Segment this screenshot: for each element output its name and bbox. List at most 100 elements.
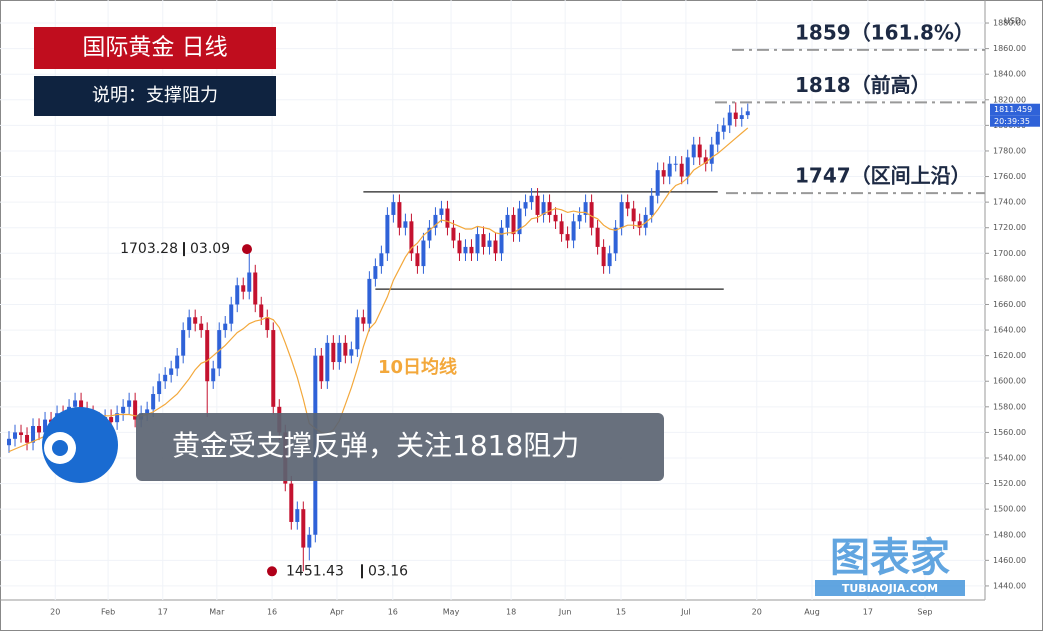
candle-body [223, 323, 228, 331]
countdown-label: 20:39:35 [994, 117, 1030, 126]
candle-body [115, 413, 120, 423]
candle-body [721, 125, 726, 132]
candle-body [601, 246, 606, 267]
price-tag [990, 103, 1040, 116]
candle-body [403, 221, 408, 228]
candle-body [181, 330, 186, 356]
candle-body [685, 157, 690, 177]
candle-body [457, 240, 462, 254]
candle-body [301, 509, 306, 548]
candle-body [733, 112, 738, 119]
ma-line [8, 127, 749, 453]
candle-body [589, 202, 594, 228]
candle-body [553, 214, 558, 222]
candle-body [607, 253, 612, 267]
y-tick-label: 1500.00 [993, 505, 1026, 514]
y-tick-label: 1780.00 [993, 146, 1026, 155]
candle-body [565, 234, 570, 241]
y-tick-label: 1760.00 [993, 172, 1026, 181]
y-tick-label: 1880.00 [993, 19, 1026, 28]
candle-body [727, 112, 732, 126]
candle-body [493, 240, 498, 254]
x-tick-label: 20 [50, 608, 60, 617]
candle-body [529, 195, 534, 203]
y-tick-label: 1580.00 [993, 402, 1026, 411]
candle-body [271, 330, 276, 407]
candle-body [655, 170, 660, 196]
candle-body [559, 221, 564, 235]
candle-body [73, 400, 78, 407]
candle-body [109, 417, 114, 423]
x-tick-label: 16 [388, 608, 398, 617]
candle-body [343, 342, 348, 356]
candle-body [637, 221, 642, 228]
x-tick-label: Mar [209, 608, 225, 617]
candle-body [307, 534, 312, 548]
watermark-site: TUBIAOJIA.COM [842, 582, 938, 595]
subtitle-box [34, 76, 276, 116]
logo-head [42, 407, 118, 483]
candle-body [505, 214, 510, 228]
x-tick-label: Apr [330, 608, 345, 617]
candle-body [415, 253, 420, 267]
candle-body [25, 434, 30, 443]
candle-body [349, 349, 354, 356]
candle-body [43, 419, 48, 433]
candle-body [481, 234, 486, 247]
y-tick-label: 1560.00 [993, 428, 1026, 437]
subtitle: 说明：支撑阻力 [92, 85, 218, 106]
y-tick-label: 1620.00 [993, 351, 1026, 360]
candle-body [409, 221, 414, 254]
candle-body [331, 342, 336, 363]
candle-body [13, 432, 18, 439]
candle-body [673, 163, 678, 165]
candle-body [487, 240, 492, 247]
candle-body [319, 355, 324, 382]
y-tick-label: 1820.00 [993, 95, 1026, 104]
candle-body [379, 253, 384, 267]
candle-body [175, 355, 180, 369]
annotation-value: 1703.28 [120, 241, 178, 257]
candle-body [469, 246, 474, 254]
candle-body [613, 227, 618, 254]
candle-body [745, 111, 750, 116]
y-tick-label: 1740.00 [993, 198, 1026, 207]
countdown-tag [990, 115, 1040, 127]
candle-body [439, 208, 444, 215]
candle-body [205, 330, 210, 382]
candle-body [385, 214, 390, 254]
candle-body [217, 330, 222, 369]
candle-body [265, 317, 270, 331]
candle-body [679, 163, 684, 177]
candle-body [427, 227, 432, 241]
candle-body [577, 214, 582, 222]
candle-body [715, 131, 720, 145]
y-tick-label: 1640.00 [993, 326, 1026, 335]
candle-body [499, 227, 504, 254]
candle-body [709, 144, 714, 164]
level-label: 1859（161.8%） [795, 20, 974, 44]
x-tick-label: Aug [804, 608, 820, 617]
candle-body [7, 438, 12, 446]
y-tick-label: 1720.00 [993, 223, 1026, 232]
x-tick-label: Feb [101, 608, 115, 617]
candle-body [511, 214, 516, 235]
candle-body [361, 317, 366, 324]
candle-body [451, 227, 456, 241]
candle-body [19, 432, 24, 435]
level-label: 1818（前高） [795, 73, 931, 97]
watermark-bar [815, 580, 965, 596]
banner-box [136, 413, 664, 481]
candle-body [127, 400, 132, 407]
candle-body [193, 317, 198, 324]
x-tick-label: Jun [558, 608, 572, 617]
candle-body [37, 426, 42, 433]
candle-body [259, 304, 264, 318]
x-tick-label: 16 [267, 608, 277, 617]
candle-body [247, 272, 252, 292]
y-tick-label: 1480.00 [993, 530, 1026, 539]
candle-body [211, 368, 216, 382]
x-tick-label: 15 [616, 608, 626, 617]
candle-body [643, 214, 648, 228]
y-tick-label: 1540.00 [993, 453, 1026, 462]
